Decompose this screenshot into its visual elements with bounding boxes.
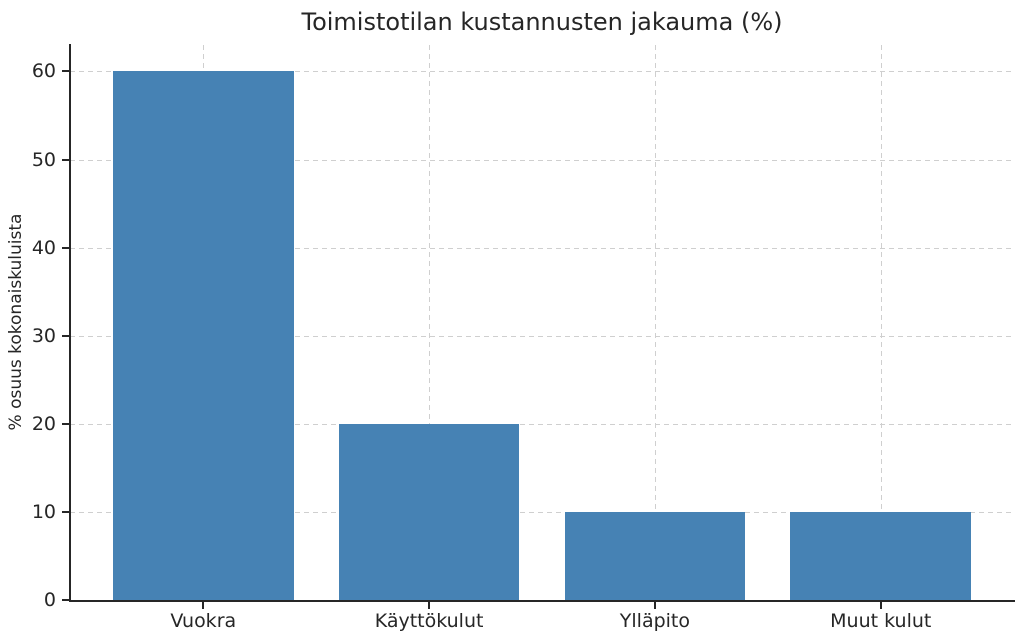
y-tick-label: 0 bbox=[43, 589, 56, 611]
x-tick-label: Käyttökulut bbox=[374, 610, 484, 632]
y-tick-mark bbox=[62, 70, 69, 73]
y-tick-label: 10 bbox=[31, 500, 56, 523]
y-axis-spine bbox=[69, 44, 71, 602]
y-tick-label: 50 bbox=[31, 148, 56, 171]
y-tick-mark bbox=[62, 599, 69, 601]
v-gridline bbox=[429, 45, 431, 600]
bar bbox=[112, 71, 294, 600]
x-tick-mark bbox=[202, 602, 205, 609]
x-tick-mark bbox=[653, 602, 656, 609]
v-gridline bbox=[654, 45, 656, 600]
y-tick-label: 30 bbox=[31, 324, 56, 347]
bar bbox=[338, 423, 520, 600]
x-tick-label: Muut kulut bbox=[830, 610, 932, 632]
x-tick-label: Ylläpito bbox=[619, 610, 691, 632]
h-gridline bbox=[70, 511, 1014, 513]
bar bbox=[790, 511, 972, 600]
bar bbox=[564, 511, 746, 600]
x-axis-spine bbox=[69, 600, 1015, 602]
y-tick-mark bbox=[62, 158, 69, 161]
y-tick-label: 60 bbox=[31, 60, 56, 83]
h-gridline bbox=[70, 335, 1014, 337]
y-tick-mark bbox=[62, 334, 69, 337]
h-gridline bbox=[70, 159, 1014, 161]
x-tick-mark bbox=[879, 602, 882, 609]
y-tick-mark bbox=[62, 246, 69, 249]
h-gridline bbox=[70, 247, 1014, 249]
x-tick-label: Vuokra bbox=[170, 610, 237, 632]
h-gridline bbox=[70, 71, 1014, 73]
y-tick-label: 20 bbox=[31, 412, 56, 435]
y-tick-mark bbox=[62, 510, 69, 513]
x-tick-mark bbox=[428, 602, 431, 609]
chart-title: Toimistotilan kustannusten jakauma (%) bbox=[301, 8, 783, 36]
y-tick-label: 40 bbox=[31, 236, 56, 259]
y-tick-mark bbox=[62, 422, 69, 425]
v-gridline bbox=[880, 45, 882, 600]
h-gridline bbox=[70, 423, 1014, 425]
plot-area bbox=[70, 45, 1014, 601]
